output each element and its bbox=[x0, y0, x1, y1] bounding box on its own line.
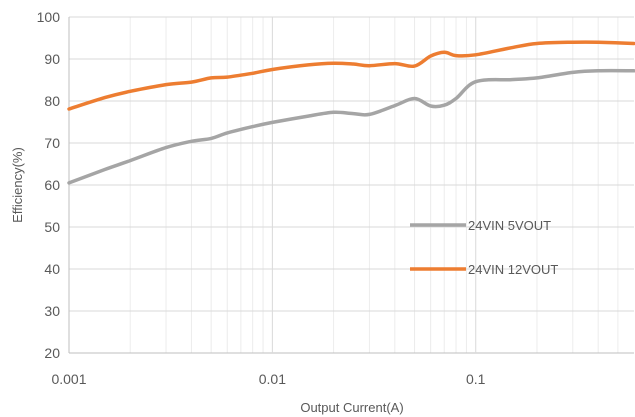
series-lines bbox=[67, 40, 635, 185]
y-axis-title: Efficiency(%) bbox=[10, 147, 25, 223]
legend-label: 24VIN 5VOUT bbox=[468, 218, 551, 233]
series-line-24vin-5vout bbox=[67, 68, 635, 185]
y-tick-label: 60 bbox=[44, 177, 60, 193]
y-tick-label: 100 bbox=[37, 9, 61, 25]
x-axis-title: Output Current(A) bbox=[300, 400, 403, 415]
y-tick-label: 20 bbox=[44, 345, 60, 361]
y-tick-label: 80 bbox=[44, 93, 60, 109]
x-tick-label: 0.1 bbox=[466, 371, 486, 387]
y-tick-labels: 20 30 40 50 60 70 80 90 100 bbox=[37, 9, 61, 361]
x-tick-labels: 0.001 0.01 0.1 bbox=[51, 371, 485, 387]
legend: 24VIN 5VOUT 24VIN 12VOUT bbox=[410, 218, 558, 277]
y-tick-label: 70 bbox=[44, 135, 60, 151]
y-tick-label: 50 bbox=[44, 219, 60, 235]
major-gridlines bbox=[68, 16, 634, 354]
x-tick-label: 0.001 bbox=[51, 371, 86, 387]
x-tick-label: 0.01 bbox=[259, 371, 286, 387]
legend-label: 24VIN 12VOUT bbox=[468, 262, 558, 277]
y-tick-label: 40 bbox=[44, 261, 60, 277]
y-tick-label: 30 bbox=[44, 303, 60, 319]
y-tick-label: 90 bbox=[44, 51, 60, 67]
series-line-24vin-12vout bbox=[67, 40, 635, 111]
